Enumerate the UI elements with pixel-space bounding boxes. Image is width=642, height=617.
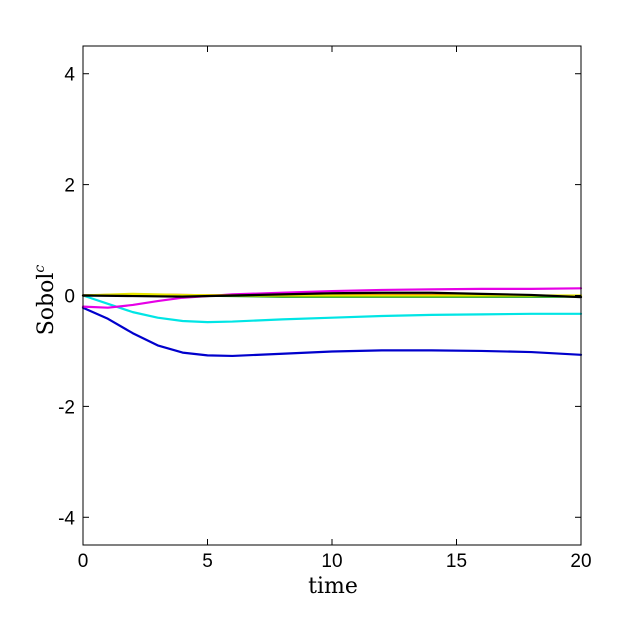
y-tick-label: 2 (64, 176, 75, 197)
y-axis-label-superscript: c (32, 265, 48, 273)
y-tick-label: 0 (64, 287, 75, 308)
x-tick-label: 0 (78, 551, 89, 572)
x-axis-label: time (308, 574, 358, 599)
x-tick-label: 15 (446, 551, 467, 572)
y-tick-label: -4 (58, 508, 75, 529)
svg-text:Sobolc: Sobolc (32, 265, 59, 336)
y-tick-label: 4 (64, 65, 75, 86)
y-axis-label: Sobolc (32, 265, 59, 336)
y-axis-label-base: Sobol (34, 273, 59, 336)
x-tick-label: 10 (321, 551, 342, 572)
x-tick-label: 20 (570, 551, 591, 572)
y-tick-label: -2 (58, 397, 75, 418)
x-tick-label: 5 (202, 551, 213, 572)
